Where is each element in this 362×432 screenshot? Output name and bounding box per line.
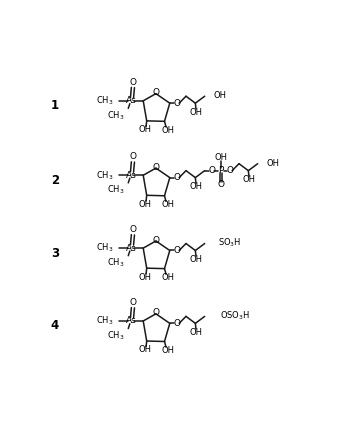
Text: 4: 4 [51, 319, 59, 332]
Text: O: O [173, 319, 180, 328]
Text: OH: OH [189, 255, 202, 264]
Text: O: O [130, 298, 136, 307]
Text: CH$_3$: CH$_3$ [96, 95, 114, 107]
Text: OH: OH [266, 159, 279, 168]
Text: OH: OH [189, 328, 202, 337]
Text: O: O [130, 152, 136, 161]
Text: OH: OH [139, 346, 152, 354]
Text: As: As [126, 317, 137, 325]
Text: As: As [126, 244, 137, 253]
Text: O: O [152, 163, 159, 172]
Text: OH: OH [243, 175, 256, 184]
Text: OH: OH [139, 125, 152, 134]
Text: OH: OH [215, 153, 228, 162]
Text: OH: OH [162, 273, 175, 282]
Text: CH$_3$: CH$_3$ [107, 184, 124, 196]
Text: OSO$_3$H: OSO$_3$H [220, 310, 250, 322]
Text: O: O [152, 308, 159, 318]
Text: OH: OH [139, 273, 152, 282]
Text: CH$_3$: CH$_3$ [107, 329, 124, 342]
Text: O: O [173, 246, 180, 255]
Text: CH$_3$: CH$_3$ [96, 169, 114, 181]
Text: CH$_3$: CH$_3$ [107, 257, 124, 269]
Text: 2: 2 [51, 174, 59, 187]
Text: 1: 1 [51, 99, 59, 112]
Text: SO$_3$H: SO$_3$H [218, 237, 241, 249]
Text: OH: OH [139, 200, 152, 209]
Text: OH: OH [162, 346, 175, 355]
Text: O: O [152, 235, 159, 245]
Text: O: O [208, 166, 215, 175]
Text: O: O [130, 225, 136, 234]
Text: O: O [226, 166, 233, 175]
Text: OH: OH [189, 108, 202, 117]
Text: CH$_3$: CH$_3$ [96, 315, 114, 327]
Text: O: O [130, 78, 136, 86]
Text: CH$_3$: CH$_3$ [96, 242, 114, 254]
Text: P: P [218, 166, 224, 175]
Text: O: O [173, 98, 180, 108]
Text: 3: 3 [51, 247, 59, 260]
Text: OH: OH [189, 182, 202, 191]
Text: OH: OH [162, 200, 175, 209]
Text: CH$_3$: CH$_3$ [107, 109, 124, 122]
Text: O: O [152, 88, 159, 97]
Text: As: As [126, 171, 137, 180]
Text: OH: OH [162, 126, 175, 135]
Text: As: As [126, 96, 137, 105]
Text: O: O [173, 173, 180, 182]
Text: OH: OH [214, 92, 226, 100]
Text: O: O [218, 181, 224, 189]
